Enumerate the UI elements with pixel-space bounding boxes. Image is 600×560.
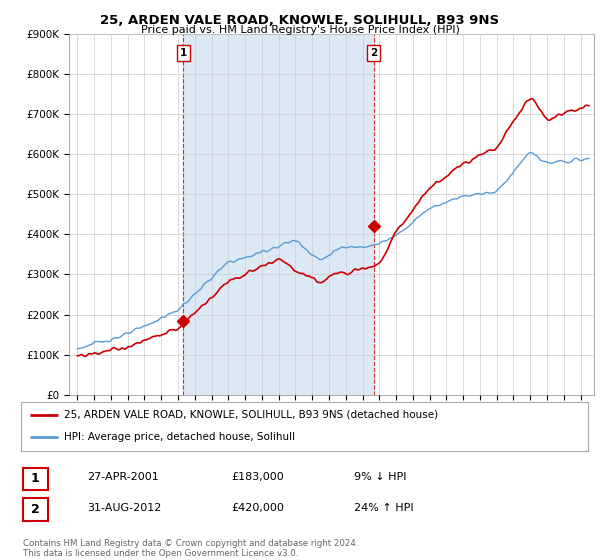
Text: 24% ↑ HPI: 24% ↑ HPI [354,503,413,513]
Text: Price paid vs. HM Land Registry's House Price Index (HPI): Price paid vs. HM Land Registry's House … [140,25,460,35]
Text: 25, ARDEN VALE ROAD, KNOWLE, SOLIHULL, B93 9NS (detached house): 25, ARDEN VALE ROAD, KNOWLE, SOLIHULL, B… [64,410,437,420]
Text: 2: 2 [31,503,40,516]
Text: HPI: Average price, detached house, Solihull: HPI: Average price, detached house, Soli… [64,432,295,442]
Text: £183,000: £183,000 [231,472,284,482]
Text: 25, ARDEN VALE ROAD, KNOWLE, SOLIHULL, B93 9NS: 25, ARDEN VALE ROAD, KNOWLE, SOLIHULL, B… [100,14,500,27]
Text: 9% ↓ HPI: 9% ↓ HPI [354,472,407,482]
Text: 31-AUG-2012: 31-AUG-2012 [87,503,161,513]
Text: Contains HM Land Registry data © Crown copyright and database right 2024.
This d: Contains HM Land Registry data © Crown c… [23,539,358,558]
Text: £420,000: £420,000 [231,503,284,513]
Text: 27-APR-2001: 27-APR-2001 [87,472,159,482]
Text: 1: 1 [180,48,187,58]
Text: 2: 2 [370,48,377,58]
Text: 1: 1 [31,472,40,486]
Bar [184,34,374,395]
